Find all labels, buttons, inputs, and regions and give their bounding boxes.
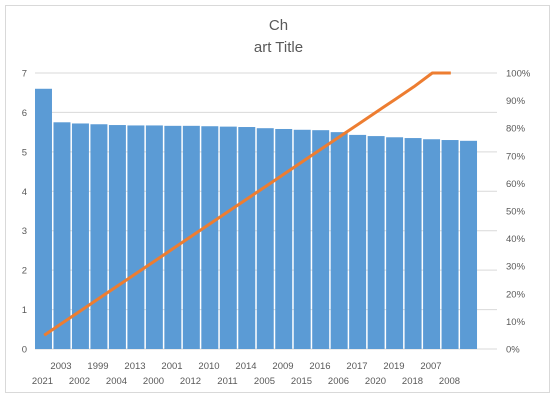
left-axis-tick: 6 bbox=[22, 108, 27, 119]
right-axis-tick: 90% bbox=[506, 96, 526, 107]
bar bbox=[90, 124, 108, 349]
x-axis-tick: 2000 bbox=[143, 376, 164, 387]
bar bbox=[423, 139, 441, 349]
bar bbox=[404, 138, 422, 349]
x-axis-tick: 2002 bbox=[69, 376, 90, 387]
left-axis-tick: 5 bbox=[22, 147, 27, 158]
bar bbox=[35, 88, 52, 350]
bar bbox=[367, 136, 385, 349]
bar bbox=[256, 128, 274, 349]
x-axis-tick: 2011 bbox=[217, 376, 237, 387]
chart-title-line-1: Ch bbox=[268, 17, 289, 34]
bar bbox=[201, 126, 219, 349]
x-axis-tick: 2012 bbox=[180, 376, 201, 387]
bar bbox=[238, 127, 256, 349]
bar-series bbox=[35, 88, 478, 350]
bar bbox=[275, 128, 293, 349]
x-axis-tick: 2017 bbox=[346, 361, 367, 372]
line-series bbox=[43, 71, 451, 337]
x-axis-tick: 1999 bbox=[87, 361, 108, 372]
left-axis-tick: 7 bbox=[22, 69, 27, 80]
bar bbox=[330, 132, 348, 349]
right-axis-tick: 20% bbox=[506, 289, 526, 300]
left-axis-tick: 2 bbox=[22, 266, 27, 277]
x-axis-tick: 2006 bbox=[328, 376, 349, 387]
right-axis-tick: 30% bbox=[506, 262, 526, 273]
left-axis-tick: 1 bbox=[22, 305, 27, 316]
bar bbox=[71, 123, 89, 350]
bar bbox=[312, 130, 330, 349]
x-axis-tick: 2007 bbox=[420, 361, 441, 372]
x-axis-tick: 2005 bbox=[254, 376, 275, 387]
bar bbox=[53, 122, 71, 350]
bar bbox=[293, 129, 311, 349]
x-axis-tick: 2019 bbox=[383, 361, 404, 372]
x-axis-tick: 2009 bbox=[272, 361, 293, 372]
bar bbox=[127, 125, 145, 349]
right-axis-tick: 10% bbox=[506, 317, 526, 328]
x-axis-tick: 2014 bbox=[235, 361, 256, 372]
left-axis-tick: 4 bbox=[22, 187, 27, 198]
right-axis-tick: 50% bbox=[506, 207, 526, 218]
right-axis-tick: 70% bbox=[506, 151, 526, 162]
left-axis-tick: 3 bbox=[22, 226, 27, 237]
x-axis-tick: 2003 bbox=[50, 361, 71, 372]
x-axis-tick: 2020 bbox=[365, 376, 386, 387]
chart-title-line-2: art Title bbox=[253, 39, 304, 56]
x-axis-ticks: 2021 2003 2002 1999 2004 2013 2000 2001 2012 2010… bbox=[32, 361, 460, 387]
x-axis-tick: 2021 bbox=[32, 376, 53, 387]
x-axis-tick: 2018 bbox=[402, 376, 423, 387]
bar bbox=[441, 140, 459, 349]
left-axis-ticks: 0 1 2 3 4 5 6 7 bbox=[22, 69, 27, 356]
right-axis-tick: 100% bbox=[506, 69, 531, 80]
right-axis-tick: 60% bbox=[506, 179, 526, 190]
bar bbox=[145, 125, 163, 349]
bar bbox=[164, 125, 182, 349]
right-axis-tick: 40% bbox=[506, 234, 526, 245]
bar bbox=[349, 134, 367, 349]
right-axis-tick: 0% bbox=[506, 345, 520, 356]
x-axis-tick: 2010 bbox=[198, 361, 219, 372]
bar bbox=[108, 125, 126, 349]
x-axis-tick: 2016 bbox=[309, 361, 330, 372]
right-axis-tick: 80% bbox=[506, 124, 526, 135]
bar bbox=[386, 137, 404, 349]
x-axis-tick: 2013 bbox=[124, 361, 145, 372]
bar bbox=[219, 126, 237, 349]
bar bbox=[460, 140, 478, 349]
x-axis-tick: 2004 bbox=[106, 376, 127, 387]
right-axis-ticks: 0% 10% 20% 30% 40% 50% 60% 70% 80% 90% 100% bbox=[506, 69, 531, 356]
x-axis-tick: 2001 bbox=[161, 361, 182, 372]
x-axis-tick: 2015 bbox=[291, 376, 312, 387]
x-axis-tick: 2008 bbox=[439, 376, 460, 387]
left-axis-tick: 0 bbox=[22, 345, 27, 356]
